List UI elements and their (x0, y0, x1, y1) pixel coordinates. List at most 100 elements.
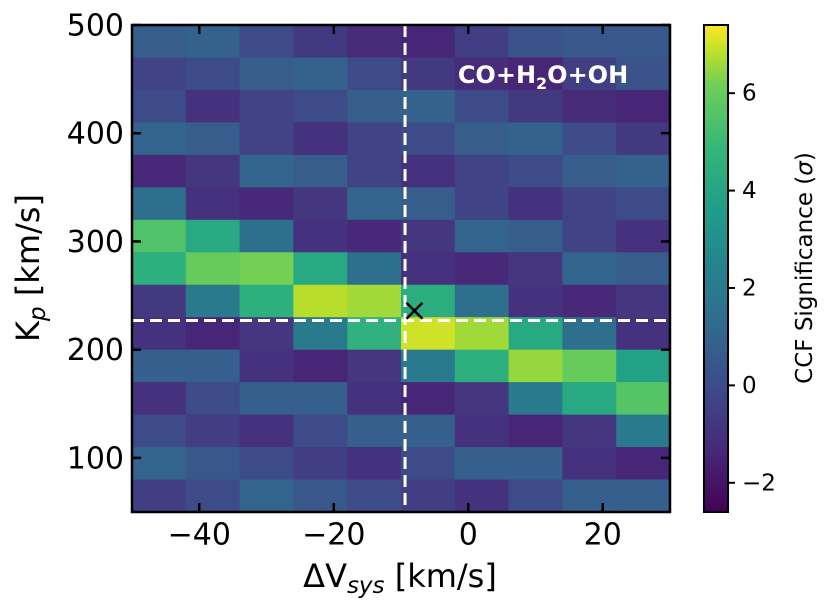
heatmap-cell (185, 219, 241, 253)
heatmap-cell (508, 284, 563, 318)
heatmap-cell (185, 284, 241, 318)
heatmap-cell (239, 284, 294, 318)
heatmap-cell (508, 25, 563, 58)
heatmap-cell (185, 414, 241, 448)
heatmap-cell (293, 219, 348, 253)
heatmap-cell (239, 447, 294, 481)
heatmap-cell (132, 57, 187, 91)
heatmap-cell (132, 122, 187, 156)
heatmap-cell (508, 57, 563, 91)
heatmap-cell (132, 382, 187, 416)
colorbar-tick-label: 4 (742, 178, 757, 204)
heatmap-cell (347, 57, 402, 91)
heatmap-cell (562, 382, 617, 416)
heatmap-cell (401, 414, 456, 448)
y-tick-label: 100 (67, 441, 124, 476)
heatmap-cell (616, 447, 670, 481)
colorbar-tick-label: −2 (742, 470, 776, 496)
heatmap-cell (185, 317, 241, 351)
heatmap-cell (239, 317, 294, 351)
heatmap-cell (132, 25, 187, 58)
heatmap-cell (454, 414, 510, 448)
heatmap-cell (293, 382, 348, 416)
heatmap-cell (508, 154, 563, 188)
heatmap-cell (454, 252, 510, 286)
heatmap-cell (454, 154, 510, 188)
heatmap-cell (132, 447, 187, 481)
colorbar-label: CCF Significance (σ) (792, 152, 818, 384)
heatmap-cell (401, 219, 456, 253)
heatmap-cell (454, 284, 510, 318)
heatmap-cell (347, 25, 402, 58)
heatmap-cell (293, 317, 348, 351)
heatmap (132, 25, 670, 512)
heatmap-cell (347, 219, 402, 253)
heatmap-cell (508, 317, 563, 351)
heatmap-cell (562, 122, 617, 156)
heatmap-cell (185, 25, 241, 58)
plot-frame (130, 23, 672, 514)
heatmap-cell (616, 284, 670, 318)
y-tick-label: 300 (67, 225, 124, 260)
y-tick-label: 400 (67, 117, 124, 152)
heatmap-cell (562, 25, 617, 58)
heatmap-cell (132, 479, 187, 512)
heatmap-cell (562, 252, 617, 286)
heatmap-cell (401, 122, 456, 156)
heatmap-cell (562, 154, 617, 188)
heatmap-cell (562, 57, 617, 91)
heatmap-cell (508, 89, 563, 123)
heatmap-cell (293, 57, 348, 91)
heatmap-cell (401, 349, 456, 383)
heatmap-cell (616, 187, 670, 221)
heatmap-cell (562, 187, 617, 221)
heatmap-cell (293, 252, 348, 286)
heatmap-cell (185, 187, 241, 221)
best-fit-marker (405, 301, 424, 320)
heatmap-cell (562, 479, 617, 512)
heatmap-cell (454, 187, 510, 221)
marker-cross (405, 301, 424, 320)
heatmap-cell (347, 252, 402, 286)
heatmap-cell (347, 414, 402, 448)
heatmap-cell (508, 349, 563, 383)
heatmap-cell (347, 284, 402, 318)
heatmap-cell (401, 479, 456, 512)
heatmap-cell (454, 122, 510, 156)
heatmap-cell (562, 284, 617, 318)
x-tick-label: −40 (168, 518, 231, 553)
heatmap-cell (239, 382, 294, 416)
heatmap-cell (293, 122, 348, 156)
heatmap-cell (347, 187, 402, 221)
heatmap-cell (239, 187, 294, 221)
heatmap-cell (508, 252, 563, 286)
colorbar-tick-label: 2 (742, 275, 757, 301)
heatmap-cell (616, 317, 670, 351)
heatmap-cell (239, 252, 294, 286)
y-tick-label: 200 (67, 333, 124, 368)
heatmap-cell (132, 284, 187, 318)
heatmap-cell (239, 57, 294, 91)
heatmap-cell (508, 447, 563, 481)
colorbar (703, 24, 729, 513)
heatmap-cell (347, 382, 402, 416)
heatmap-cell (508, 122, 563, 156)
heatmap-cell (401, 187, 456, 221)
heatmap-cell (401, 89, 456, 123)
heatmap-cell (616, 89, 670, 123)
heatmap-cell (347, 479, 402, 512)
heatmap-cell (239, 479, 294, 512)
heatmap-cell (239, 122, 294, 156)
y-axis-label: Kp [km/s] (9, 194, 51, 342)
heatmap-cell (185, 447, 241, 481)
heatmap-cell (185, 382, 241, 416)
heatmap-cell (616, 25, 670, 58)
heatmap-cell (347, 447, 402, 481)
x-tick-label: 20 (584, 518, 622, 553)
heatmap-cell (454, 89, 510, 123)
heatmap-cell (347, 122, 402, 156)
heatmap-cell (616, 57, 670, 91)
overlay (130, 23, 672, 514)
heatmap-cell (508, 219, 563, 253)
